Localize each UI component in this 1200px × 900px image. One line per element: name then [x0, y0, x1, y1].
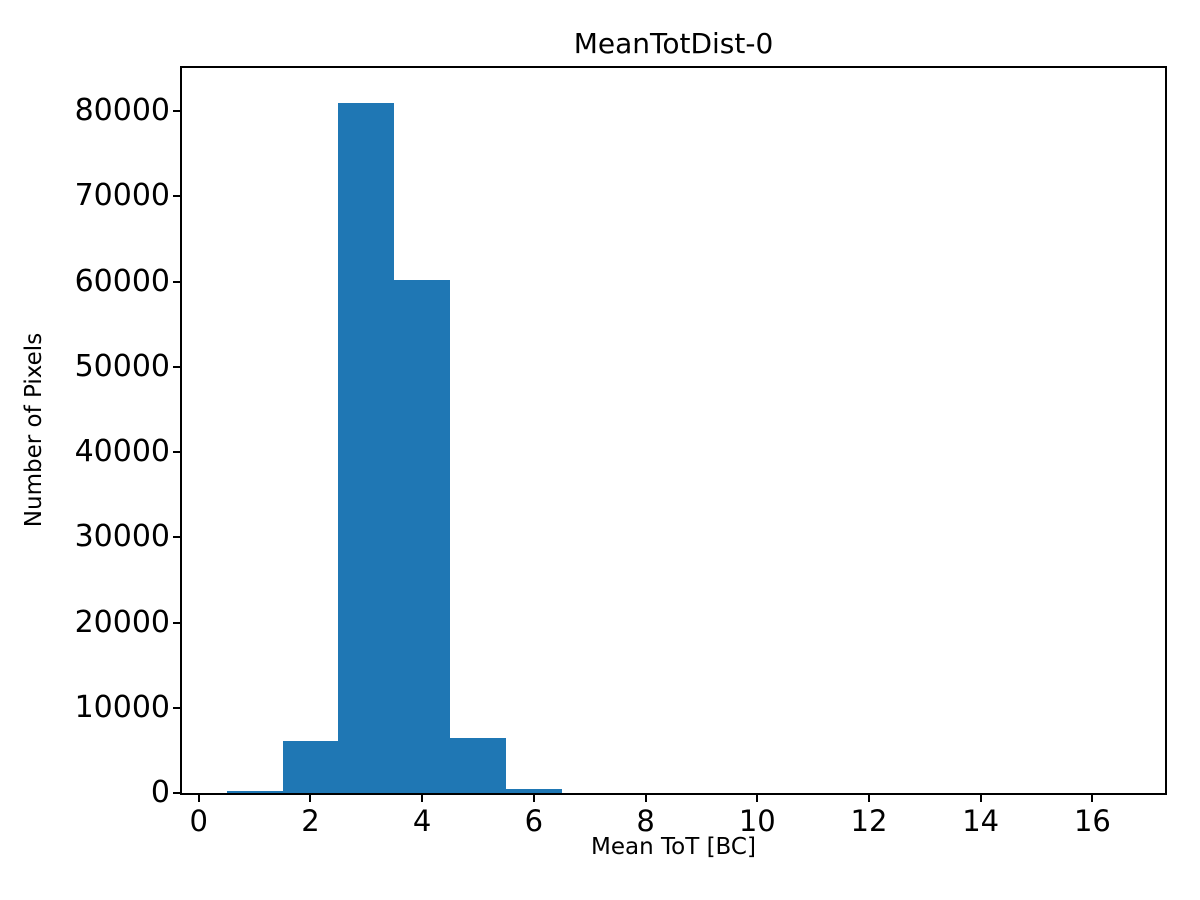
- chart-title: MeanTotDist-0: [573, 27, 774, 60]
- x-tick: [979, 795, 982, 802]
- x-tick-label: 6: [524, 804, 544, 838]
- x-tick-label: 12: [850, 804, 888, 838]
- y-tick: [173, 280, 180, 283]
- x-tick: [867, 795, 870, 802]
- histogram-bar: [394, 280, 451, 793]
- y-tick: [173, 621, 180, 624]
- y-tick-label: 10000: [74, 689, 170, 725]
- x-tick-label: 0: [189, 804, 208, 838]
- histogram-bar: [282, 741, 339, 793]
- x-tick: [421, 795, 424, 802]
- histogram-bar: [505, 788, 562, 793]
- histogram-bar: [450, 737, 506, 793]
- histogram-bar: [226, 790, 283, 793]
- x-tick: [197, 795, 200, 802]
- x-tick-label: 4: [412, 804, 432, 838]
- plot-area: [180, 66, 1167, 795]
- y-tick-label: 50000: [74, 348, 170, 384]
- y-tick-label: 20000: [74, 604, 170, 640]
- y-tick-label: 70000: [74, 178, 170, 214]
- y-tick-label: 40000: [74, 434, 170, 470]
- x-tick-label: 14: [962, 804, 1000, 838]
- y-tick-label: 30000: [74, 519, 170, 555]
- x-tick: [756, 795, 759, 802]
- y-tick: [173, 365, 180, 368]
- y-tick: [173, 451, 180, 454]
- y-tick: [173, 536, 180, 539]
- x-axis-label: Mean ToT [BC]: [591, 834, 756, 860]
- x-tick: [644, 795, 647, 802]
- y-tick: [173, 792, 180, 794]
- x-tick: [1091, 795, 1094, 802]
- x-tick-label: 10: [738, 804, 776, 838]
- histogram-bar: [338, 102, 395, 793]
- y-tick-label: 0: [150, 775, 170, 810]
- y-tick: [173, 110, 180, 113]
- x-tick: [309, 795, 312, 802]
- x-tick-label: 8: [636, 804, 655, 838]
- x-tick-label: 16: [1073, 804, 1111, 838]
- x-tick: [532, 795, 535, 802]
- y-tick: [173, 706, 180, 709]
- y-tick-label: 80000: [74, 93, 170, 129]
- y-tick: [173, 195, 180, 198]
- x-tick-label: 2: [301, 804, 320, 838]
- y-tick-label: 60000: [74, 263, 170, 299]
